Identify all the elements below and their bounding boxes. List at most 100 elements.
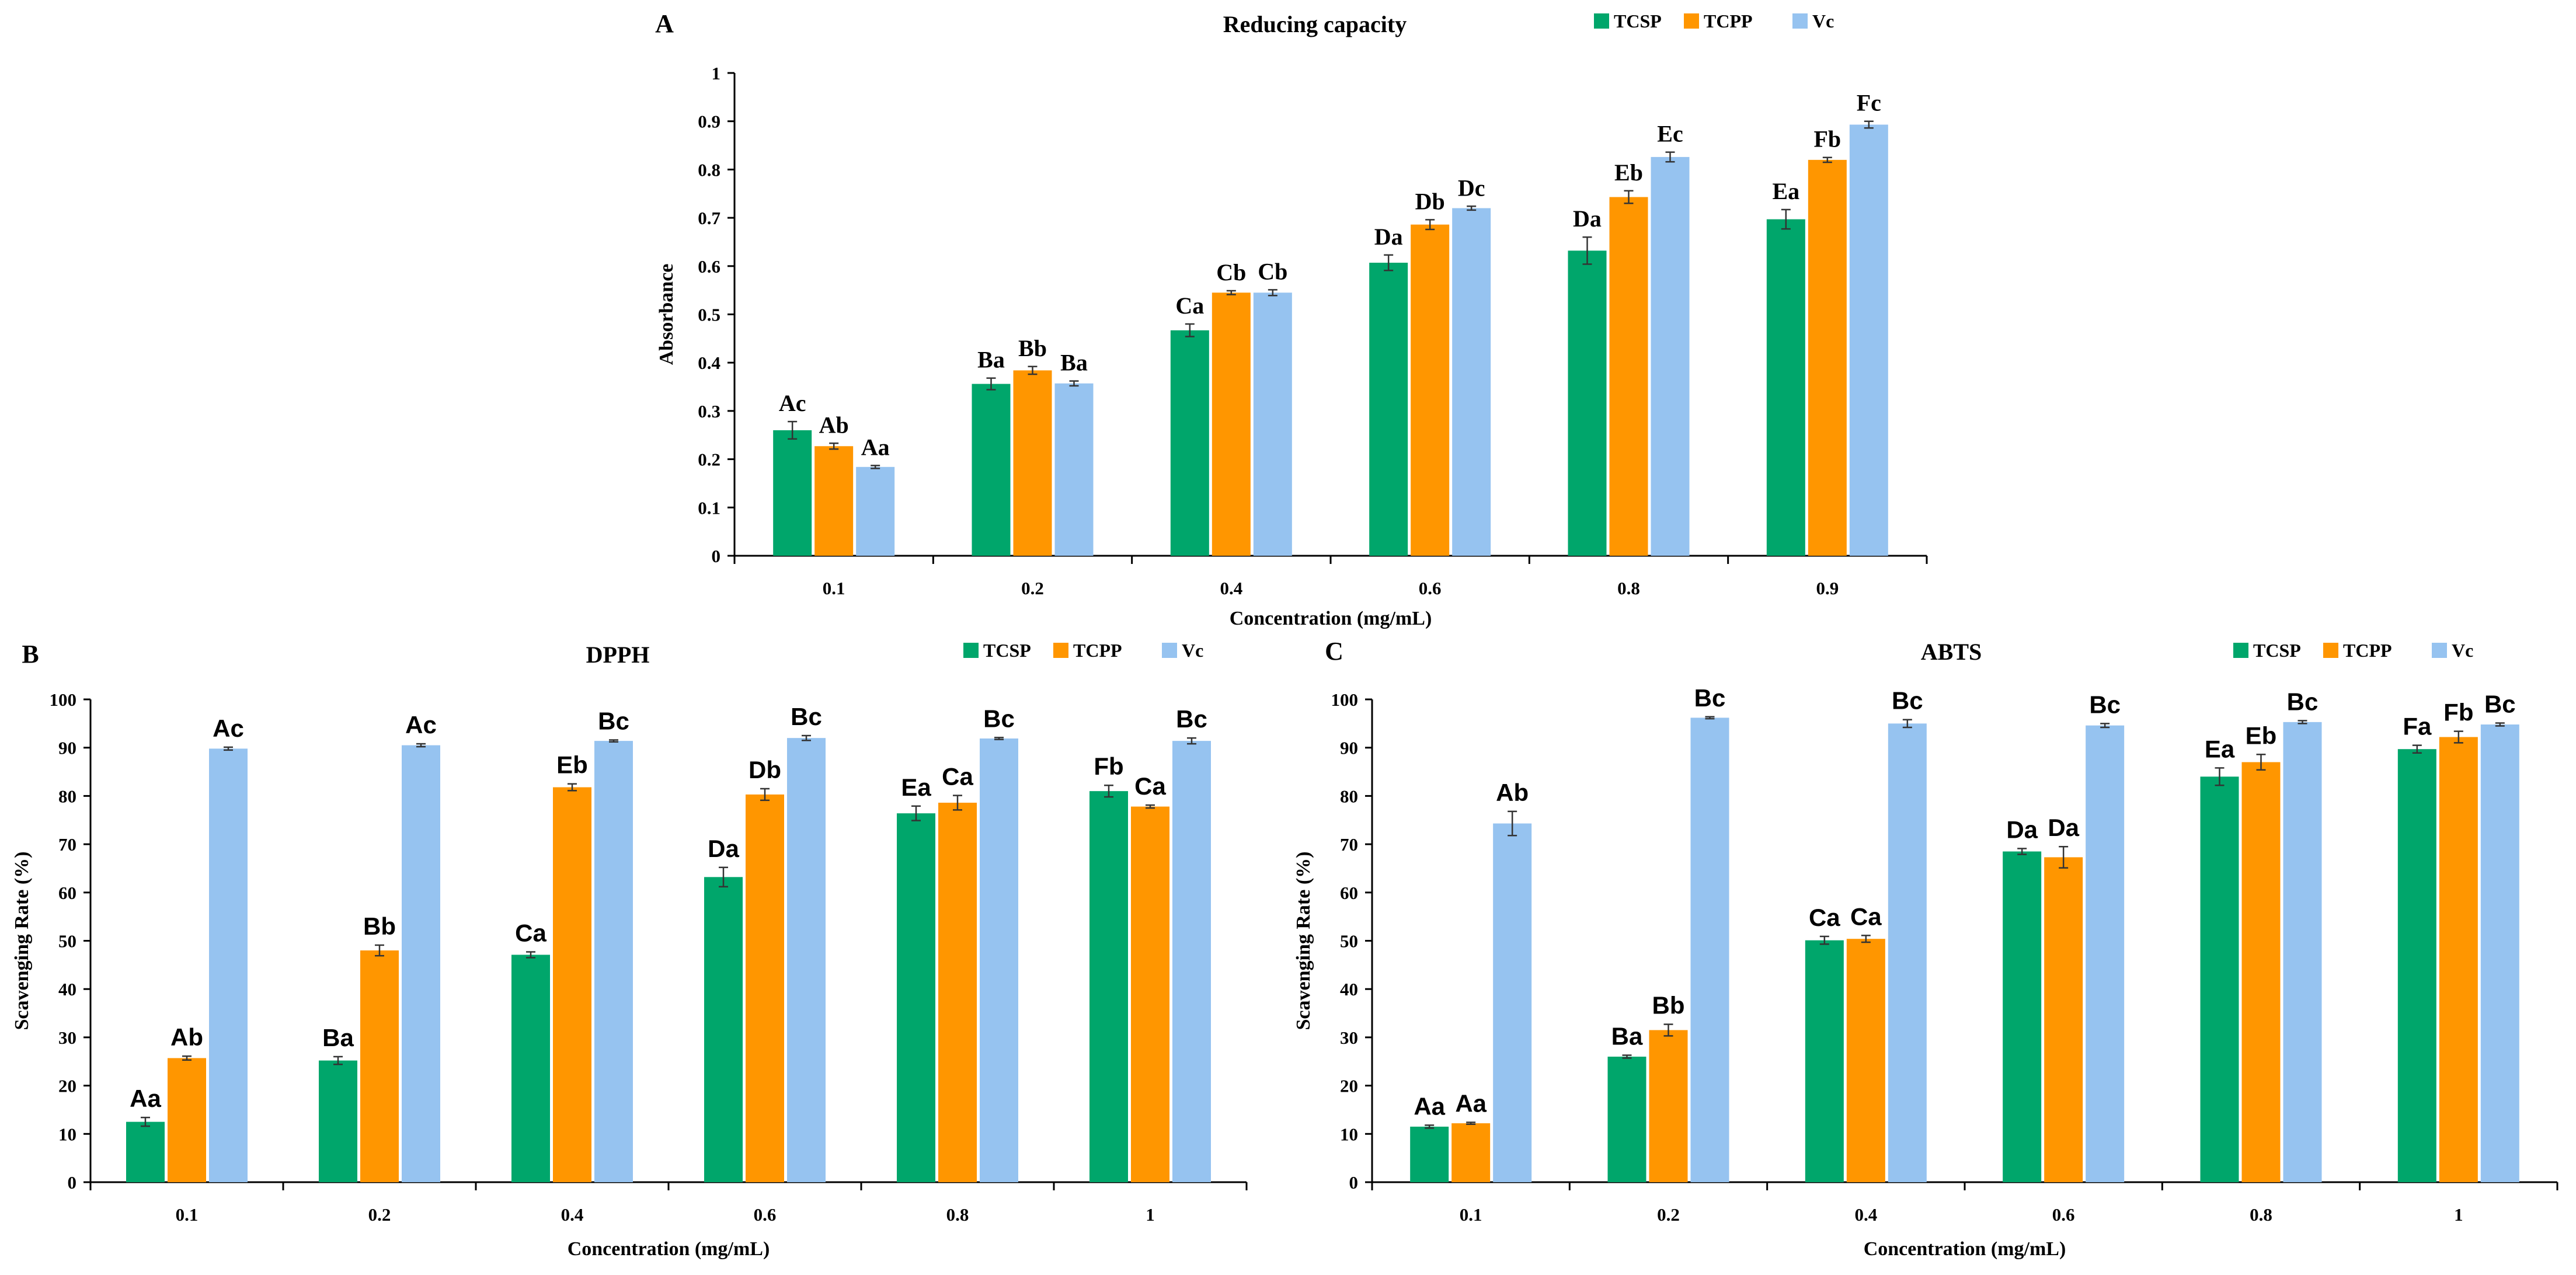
significance-label: Ba: [1611, 1022, 1643, 1050]
legend-swatch-vc: [1792, 13, 1808, 29]
significance-label: Cb: [1216, 259, 1246, 285]
y-tick-label: 0.4: [698, 353, 720, 373]
significance-label: Ba: [1060, 350, 1088, 376]
y-tick-label: 80: [1340, 786, 1358, 806]
significance-label: Da: [2006, 816, 2038, 844]
legend-label-tcpp: TCPP: [2343, 640, 2392, 661]
x-tick-label: 0.4: [1220, 578, 1242, 598]
bar-vc-0.4: [1888, 723, 1927, 1182]
significance-label: Bc: [791, 703, 822, 730]
legend-label-vc: Vc: [2452, 640, 2473, 661]
x-tick-label: 0.4: [1854, 1204, 1877, 1225]
significance-label: Aa: [130, 1085, 161, 1112]
bar-vc-0.6: [2086, 725, 2125, 1182]
bar-tcpp-0.1: [168, 1058, 206, 1182]
x-tick-label: 0.6: [1419, 578, 1442, 598]
panel-label: C: [1325, 637, 1343, 666]
y-tick-label: 80: [58, 786, 76, 806]
bar-tcsp-1: [2397, 749, 2436, 1182]
significance-label: Aa: [1455, 1089, 1487, 1117]
x-tick-label: 1: [2454, 1204, 2463, 1225]
significance-label: Da: [1374, 224, 1403, 250]
bar-tcsp-0.2: [972, 384, 1011, 556]
y-tick-label: 0.3: [698, 401, 720, 421]
bar-tcpp-0.6: [1411, 224, 1450, 556]
bar-vc-0.4: [1253, 292, 1292, 556]
significance-label: Bc: [1694, 684, 1726, 712]
bar-tcsp-0.1: [1410, 1126, 1449, 1182]
significance-label: Ca: [942, 763, 973, 790]
significance-label: Ec: [1657, 121, 1683, 147]
y-tick-label: 70: [1340, 834, 1358, 855]
significance-label: Ea: [1772, 178, 1799, 204]
x-tick-label: 0.8: [946, 1204, 969, 1225]
legend-label-tcpp: TCPP: [1704, 11, 1753, 32]
y-tick-label: 10: [58, 1124, 76, 1144]
y-tick-label: 40: [1340, 979, 1358, 999]
y-tick-label: 50: [1340, 931, 1358, 952]
bar-vc-0.6: [1452, 208, 1491, 556]
bar-tcpp-0.4: [553, 787, 591, 1182]
bar-vc-0.1: [856, 466, 895, 556]
legend-swatch-tcsp: [2233, 643, 2248, 658]
legend-label-tcsp: TCSP: [1614, 11, 1662, 32]
bar-tcpp-0.2: [1013, 370, 1052, 556]
bar-tcsp-0.6: [1369, 263, 1408, 556]
bar-vc-0.1: [209, 748, 248, 1182]
significance-label: Ab: [1496, 779, 1529, 806]
y-tick-label: 1: [712, 63, 721, 83]
bar-tcsp-0.2: [1607, 1056, 1646, 1182]
x-tick-label: 0.2: [1657, 1204, 1680, 1225]
significance-label: Bc: [1892, 687, 1923, 715]
x-tick-label: 0.1: [176, 1204, 199, 1225]
y-tick-label: 0: [712, 546, 721, 566]
significance-label: Cb: [1258, 258, 1287, 284]
bar-vc-0.2: [1690, 717, 1729, 1182]
legend-label-tcpp: TCPP: [1073, 640, 1122, 661]
bar-tcsp-0.6: [704, 877, 743, 1182]
chart-title: Reducing capacity: [1223, 11, 1407, 37]
bar-tcsp-0.6: [2003, 851, 2042, 1182]
chart-title: DPPH: [586, 642, 650, 668]
bar-vc-0.4: [594, 741, 633, 1182]
bar-vc-0.8: [1651, 156, 1690, 556]
y-tick-label: 0.5: [698, 305, 720, 325]
bar-tcsp-0.4: [1170, 330, 1209, 556]
x-tick-label: 1: [1146, 1204, 1155, 1225]
legend-label-vc: Vc: [1812, 11, 1834, 32]
legend-swatch-tcsp: [963, 643, 979, 658]
significance-label: Aa: [861, 434, 890, 460]
bar-tcpp-0.1: [1451, 1123, 1491, 1182]
significance-label: Bc: [2089, 691, 2121, 718]
bar-tcpp-0.6: [2044, 857, 2083, 1182]
bar-tcsp-0.2: [319, 1060, 357, 1182]
bar-tcsp-0.8: [897, 813, 935, 1182]
significance-label: Eb: [556, 751, 588, 779]
bar-vc-0.8: [980, 738, 1018, 1182]
y-tick-label: 30: [1340, 1027, 1358, 1048]
x-tick-label: 0.2: [1021, 578, 1044, 598]
y-tick-label: 0.6: [698, 256, 720, 277]
significance-label: Da: [2048, 814, 2079, 841]
significance-label: Ca: [1175, 292, 1204, 319]
x-tick-label: 0.2: [368, 1204, 391, 1225]
bar-tcpp-0.8: [2241, 762, 2281, 1182]
bar-vc-1: [1172, 741, 1211, 1182]
y-tick-label: 0: [1349, 1172, 1359, 1193]
bar-tcpp-0.4: [1846, 939, 1885, 1182]
significance-label: Bb: [363, 912, 396, 940]
bar-vc-1: [2480, 724, 2519, 1182]
y-tick-label: 70: [58, 834, 76, 855]
y-tick-label: 0.9: [698, 112, 720, 132]
y-axis-label: Scavenging Rate (%): [1293, 852, 1314, 1030]
significance-label: Ab: [170, 1023, 203, 1051]
bar-tcsp-0.1: [126, 1121, 165, 1182]
x-tick-label: 0.6: [754, 1204, 777, 1225]
bar-tcsp-0.8: [1568, 250, 1607, 556]
bar-tcpp-1: [2439, 737, 2478, 1182]
significance-label: Da: [708, 835, 739, 862]
chart-title: ABTS: [1921, 639, 1982, 665]
significance-label: Ca: [515, 919, 546, 947]
chart-panel-b: B DPPH 0 10 20 30 40 50 60 70 80 90 100 0.1 0.2 0.4 0.6 0…: [11, 640, 1248, 1260]
